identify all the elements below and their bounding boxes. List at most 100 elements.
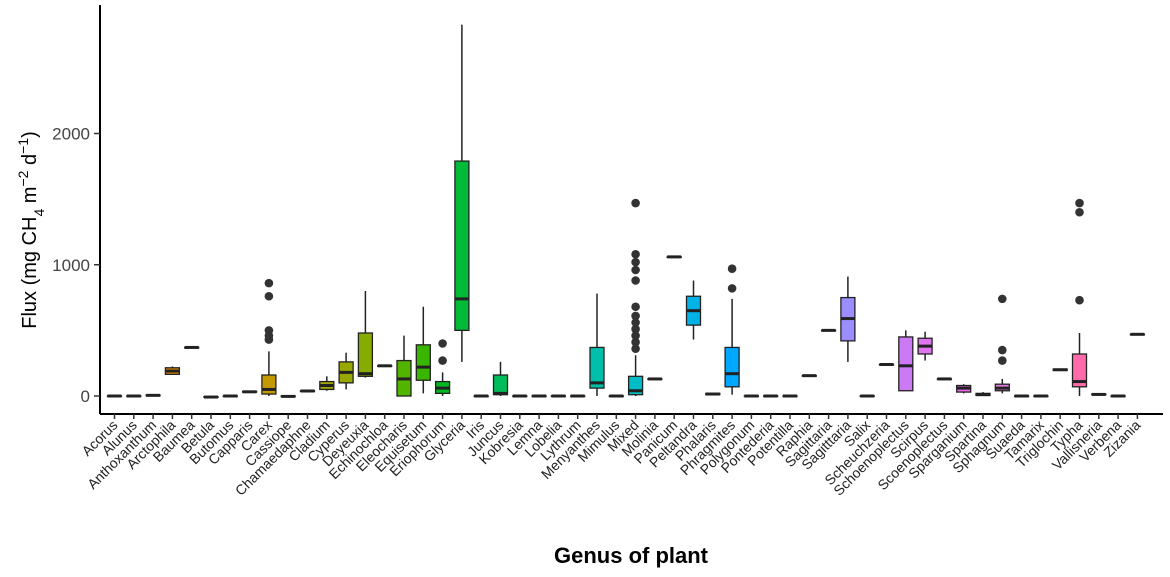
box-sagitttaria bbox=[840, 276, 856, 362]
box-echinochloa bbox=[377, 364, 393, 368]
y-axis-ticks: 0 1000 2000 bbox=[52, 125, 100, 406]
outlier-point bbox=[264, 291, 274, 301]
box-body bbox=[1071, 353, 1088, 388]
box-body bbox=[415, 344, 431, 381]
box-mixed bbox=[627, 198, 644, 396]
y-title-sup-1: −2 bbox=[15, 170, 31, 186]
box-schoenoplectus bbox=[898, 330, 914, 392]
box-sparganium bbox=[956, 384, 972, 394]
box-raphia bbox=[801, 374, 817, 378]
box-pontederia bbox=[763, 394, 779, 398]
box-cyperus bbox=[338, 352, 354, 390]
box-verbena bbox=[1110, 394, 1126, 398]
box-body bbox=[357, 332, 374, 377]
box-zizania bbox=[1129, 332, 1146, 336]
outlier-point bbox=[998, 345, 1007, 355]
box-scoenoplectus bbox=[936, 377, 953, 381]
box-anthoxanthum bbox=[145, 393, 161, 397]
outlier-point bbox=[438, 339, 447, 348]
box-molinia bbox=[647, 377, 663, 381]
box-body bbox=[261, 374, 277, 395]
box-vallisneria bbox=[1091, 392, 1107, 396]
box-equisetum bbox=[415, 306, 431, 394]
y-title-part-2: m bbox=[19, 187, 41, 209]
box-mimulus bbox=[608, 394, 624, 398]
y-axis-title: Flux (mg CH4 m−2 d−1) bbox=[15, 131, 47, 329]
outlier-point bbox=[631, 257, 640, 267]
box-phragmites bbox=[724, 264, 740, 395]
box-body bbox=[589, 346, 605, 389]
y-title-sub-1: 4 bbox=[31, 209, 47, 217]
box-suaeda bbox=[1013, 394, 1030, 398]
outlier-point bbox=[1075, 198, 1084, 208]
box-iris bbox=[473, 394, 489, 398]
box-sagittaria bbox=[820, 328, 837, 332]
box-panicum bbox=[666, 255, 682, 259]
y-title-part-1: Flux (mg CH bbox=[19, 217, 41, 329]
box-body bbox=[898, 336, 914, 392]
box-scirpus bbox=[917, 331, 933, 361]
box-tamarix bbox=[1033, 394, 1049, 398]
box-alunus bbox=[126, 394, 142, 398]
y-tick-label: 1000 bbox=[52, 256, 90, 275]
box-capparis bbox=[241, 390, 258, 394]
box-spartina bbox=[975, 392, 991, 397]
box-baumea bbox=[184, 345, 200, 349]
box-menyanthes bbox=[589, 293, 605, 396]
outlier-point bbox=[264, 278, 274, 288]
box-peltandra bbox=[685, 280, 702, 340]
outlier-point bbox=[631, 318, 640, 327]
box-body bbox=[492, 374, 509, 396]
outlier-point bbox=[998, 356, 1007, 365]
plot-marks bbox=[106, 24, 1146, 399]
box-arctophila bbox=[164, 366, 181, 375]
outlier-point bbox=[631, 302, 640, 312]
box-scheuchzeria bbox=[878, 363, 895, 366]
outlier-point bbox=[631, 249, 640, 259]
box-glyceria bbox=[454, 24, 470, 362]
outlier-point bbox=[631, 331, 640, 340]
outlier-point bbox=[998, 294, 1007, 304]
box-sphagnum bbox=[994, 294, 1010, 394]
outlier-point bbox=[631, 311, 640, 321]
outlier-point bbox=[631, 198, 640, 208]
outlier-point bbox=[438, 356, 447, 365]
box-deyeuxia bbox=[357, 291, 374, 378]
y-title-part-4: ) bbox=[19, 131, 41, 138]
box-lobelia bbox=[550, 394, 567, 398]
box-lythrum bbox=[570, 394, 586, 398]
outlier-point bbox=[1075, 207, 1084, 217]
outlier-point bbox=[264, 326, 274, 335]
y-tick-label: 2000 bbox=[52, 125, 90, 144]
box-triglochin bbox=[1052, 368, 1068, 372]
box-lemna bbox=[531, 394, 547, 398]
outlier-point bbox=[727, 284, 737, 293]
box-carex bbox=[261, 278, 277, 396]
outlier-point bbox=[631, 276, 640, 285]
x-axis-title: Genus of plant bbox=[554, 543, 709, 568]
box-acorus bbox=[106, 394, 123, 398]
outlier-point bbox=[631, 344, 640, 354]
box-eriophorum bbox=[434, 339, 451, 396]
outlier-point bbox=[727, 264, 737, 273]
box-polygonum bbox=[743, 394, 760, 398]
outlier-point bbox=[1075, 295, 1084, 305]
box-butomus bbox=[222, 394, 238, 398]
box-phalaris bbox=[705, 392, 721, 396]
box-body bbox=[724, 346, 740, 388]
box-body bbox=[454, 160, 470, 332]
y-title-sup-2: −1 bbox=[15, 138, 31, 154]
outlier-point bbox=[631, 265, 640, 275]
box-cassiope bbox=[280, 394, 296, 398]
box-cladium bbox=[319, 376, 335, 391]
box-betula bbox=[203, 395, 219, 399]
box-juncus bbox=[492, 361, 509, 396]
outlier-point bbox=[631, 337, 640, 347]
x-axis-ticks: AcorusAlunusAnthoxanthumArctophilaBaumea… bbox=[78, 414, 1144, 499]
box-chamaedaphne bbox=[299, 389, 316, 393]
box-eleocharis bbox=[396, 335, 412, 397]
box-potentilla bbox=[782, 394, 798, 398]
box-typha bbox=[1071, 198, 1088, 396]
y-tick-label: 0 bbox=[81, 387, 90, 406]
